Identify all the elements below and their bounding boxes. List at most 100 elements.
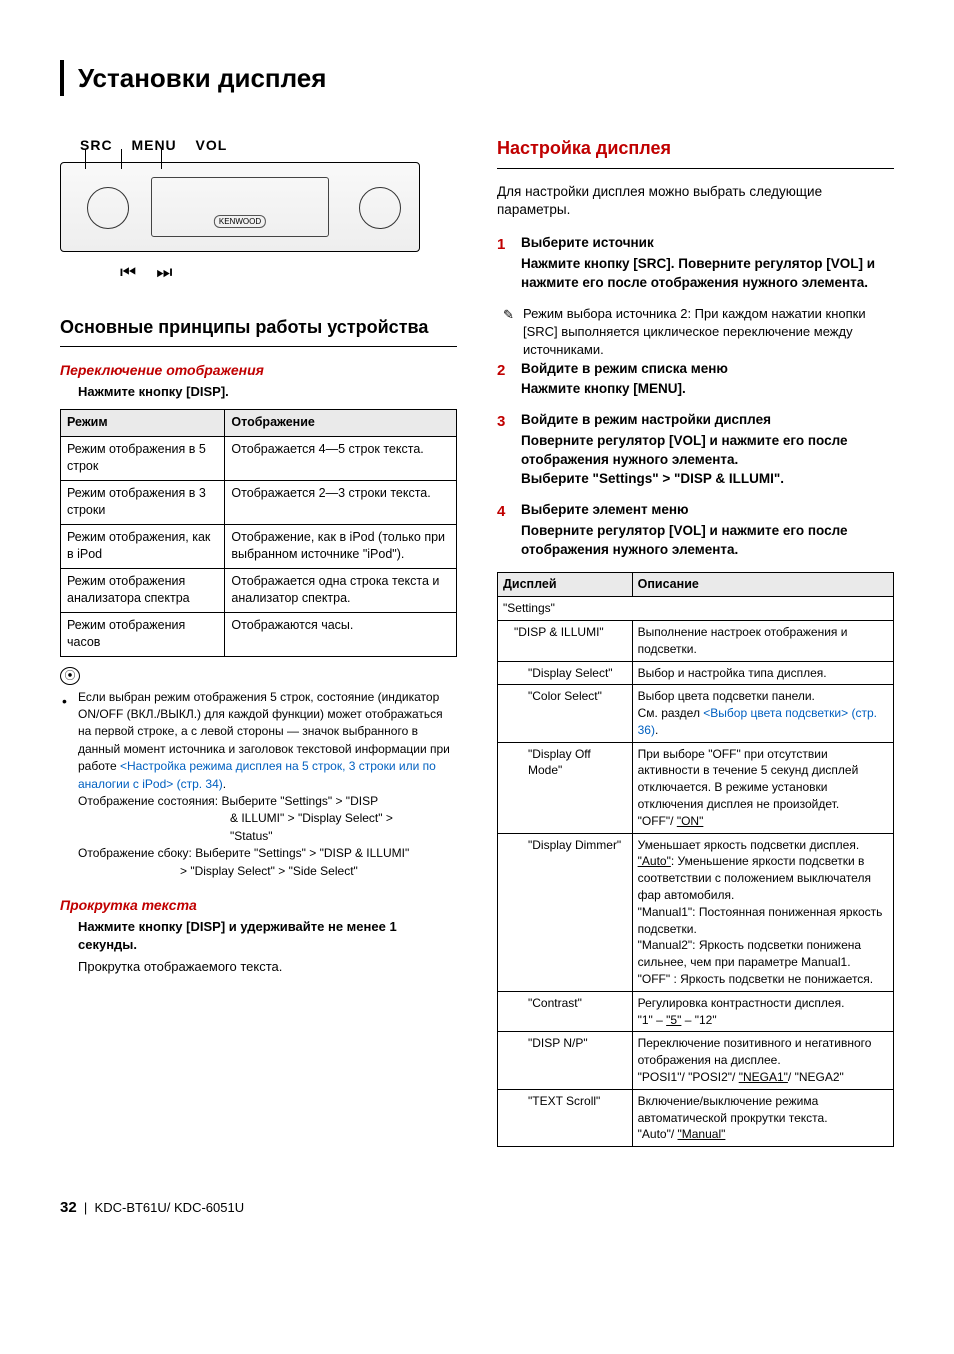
- settings-col2-header: Описание: [632, 572, 893, 597]
- settings-label-cell: "Display Off Mode": [498, 742, 633, 833]
- settings-desc-cell: Выбор цвета подсветки панели.См. раздел …: [632, 685, 893, 742]
- settings-label-cell: "Contrast": [498, 991, 633, 1032]
- table-row: "Display Dimmer"Уменьшает яркость подсве…: [498, 833, 894, 991]
- settings-desc-cell: Регулировка контрастности дисплея."1" – …: [632, 991, 893, 1032]
- scroll-description: Прокрутка отображаемого текста.: [60, 958, 457, 976]
- settings-label-cell: "Display Select": [498, 661, 633, 685]
- description-cell: Отображение, как в iPod (только при выбр…: [225, 524, 457, 568]
- table-row: "Color Select"Выбор цвета подсветки пане…: [498, 685, 894, 742]
- table-row: "Display Off Mode"При выборе "OFF" при о…: [498, 742, 894, 833]
- settings-label-cell: "TEXT Scroll": [498, 1089, 633, 1146]
- left-section-heading: Основные принципы работы устройства: [60, 315, 457, 347]
- control-labels: SRC MENU VOL: [60, 136, 457, 156]
- step-instruction: Нажмите кнопку [SRC]. Поверните регулято…: [521, 255, 894, 293]
- two-column-layout: SRC MENU VOL KENWOOD ⏮⏭ Основные принцип…: [60, 136, 894, 1147]
- table-row: Режим отображения в 5 строкОтображается …: [61, 436, 457, 480]
- knob-left-icon: [87, 187, 129, 229]
- settings-table: Дисплей Описание "Settings""DISP & ILLUM…: [497, 572, 894, 1148]
- step-instruction: Поверните регулятор [VOL] и нажмите его …: [521, 522, 894, 560]
- step-body: Выберите элемент меню Поверните регулятор…: [521, 501, 894, 560]
- description-cell: Отображаются часы.: [225, 612, 457, 656]
- modes-col2-header: Отображение: [225, 410, 457, 437]
- left-column: SRC MENU VOL KENWOOD ⏮⏭ Основные принцип…: [60, 136, 457, 1147]
- table-row: "TEXT Scroll"Включение/выключение режима…: [498, 1089, 894, 1146]
- bullet-dot-icon: •: [62, 691, 67, 711]
- mode-cell: Режим отображения в 3 строки: [61, 480, 225, 524]
- step-body: Войдите в режим настройки дисплея Поверни…: [521, 411, 894, 489]
- note-link: <Настройка режима дисплея на 5 строк, 3 …: [78, 759, 436, 790]
- device-diagram: KENWOOD: [60, 162, 420, 252]
- right-section-heading: Настройка дисплея: [497, 136, 894, 168]
- settings-label-cell: "Settings": [498, 597, 894, 621]
- mode-cell: Режим отображения анализатора спектра: [61, 568, 225, 612]
- settings-desc-cell: При выборе "OFF" при отсутствии активнос…: [632, 742, 893, 833]
- step-body: Выберите источник Нажмите кнопку [SRC]. П…: [521, 234, 894, 293]
- step: 3 Войдите в режим настройки дисплея Поверн…: [497, 411, 894, 489]
- step-title: Войдите в режим настройки дисплея: [521, 411, 894, 430]
- note-side-indent: > "Display Select" > "Side Select": [60, 863, 457, 880]
- page-footer: 32 | KDC-BT61U/ KDC-6051U: [60, 1197, 894, 1218]
- pen-icon: ✎: [503, 306, 514, 324]
- steps-container: 1 Выберите источник Нажмите кнопку [SRC]. …: [497, 234, 894, 559]
- description-cell: Отображается 4—5 строк текста.: [225, 436, 457, 480]
- table-row: Режим отображения в 3 строкиОтображается…: [61, 480, 457, 524]
- table-row: Режим отображения анализатора спектраОто…: [61, 568, 457, 612]
- scroll-instruction: Нажмите кнопку [DISP] и удерживайте не м…: [60, 918, 457, 954]
- table-row: "Display Select"Выбор и настройка типа д…: [498, 661, 894, 685]
- right-column: Настройка дисплея Для настройки дисплея …: [497, 136, 894, 1147]
- skip-prev-icon: ⏮: [120, 262, 156, 282]
- table-row: Режим отображения часовОтображаются часы…: [61, 612, 457, 656]
- step-number: 1: [497, 234, 511, 293]
- mode-cell: Режим отображения в 5 строк: [61, 436, 225, 480]
- settings-desc-cell: Переключение позитивного и негативного о…: [632, 1032, 893, 1089]
- table-row: "DISP & ILLUMI"Выполнение настроек отобр…: [498, 620, 894, 661]
- switch-display-subheading: Переключение отображения: [60, 361, 457, 381]
- disp-instruction: Нажмите кнопку [DISP].: [60, 383, 457, 401]
- settings-desc-cell: Выполнение настроек отображения и подсве…: [632, 620, 893, 661]
- scroll-subheading: Прокрутка текста: [60, 896, 457, 916]
- page-number: 32: [60, 1199, 77, 1216]
- step-number: 3: [497, 411, 511, 489]
- knob-right-icon: [359, 187, 401, 229]
- description-cell: Отображается 2—3 строки текста.: [225, 480, 457, 524]
- device-screen: KENWOOD: [151, 177, 329, 237]
- mode-cell: Режим отображения, как в iPod: [61, 524, 225, 568]
- mode-cell: Режим отображения часов: [61, 612, 225, 656]
- step-title: Выберите элемент меню: [521, 501, 894, 520]
- step-number: 2: [497, 360, 511, 400]
- settings-label-cell: "Color Select": [498, 685, 633, 742]
- settings-col1-header: Дисплей: [498, 572, 633, 597]
- note-status-line: Отображение состояния: Выберите "Setting…: [60, 793, 457, 810]
- table-row: Режим отображения, как в iPodОтображение…: [61, 524, 457, 568]
- step-instruction: Поверните регулятор [VOL] и нажмите его …: [521, 432, 894, 489]
- note-text: • Если выбран режим отображения 5 строк,…: [60, 689, 457, 793]
- note-period: .: [223, 777, 226, 791]
- skip-next-icon: ⏭: [156, 262, 192, 282]
- note-side-line: Отображение сбоку: Выберите "Settings" >…: [60, 845, 457, 862]
- step: 1 Выберите источник Нажмите кнопку [SRC]. …: [497, 234, 894, 293]
- step-subnote: ✎Режим выбора источника 2: При каждом на…: [497, 305, 894, 360]
- settings-desc-cell: Выбор и настройка типа дисплея.: [632, 661, 893, 685]
- note-status-indent2: "Status": [60, 828, 457, 845]
- modes-col1-header: Режим: [61, 410, 225, 437]
- right-intro: Для настройки дисплея можно выбрать след…: [497, 183, 894, 221]
- table-row: "DISP N/P"Переключение позитивного и нег…: [498, 1032, 894, 1089]
- description-cell: Отображается одна строка текста и анализ…: [225, 568, 457, 612]
- table-row: "Contrast"Регулировка контрастности дисп…: [498, 991, 894, 1032]
- page-title: Установки дисплея: [60, 60, 894, 96]
- settings-desc-cell: Включение/выключение режима автоматическ…: [632, 1089, 893, 1146]
- step: 4 Выберите элемент меню Поверните регулято…: [497, 501, 894, 560]
- step-title: Войдите в режим списка меню: [521, 360, 728, 379]
- table-row: "Settings": [498, 597, 894, 621]
- step: 2Войдите в режим списка менюНажмите кноп…: [497, 360, 894, 400]
- scroll-text-block: Прокрутка текста Нажмите кнопку [DISP] и…: [60, 896, 457, 976]
- skip-icons: ⏮⏭: [60, 260, 457, 285]
- settings-label-cell: "Display Dimmer": [498, 833, 633, 991]
- step-number: 4: [497, 501, 511, 560]
- note-icon: ⦿: [60, 667, 80, 685]
- note-status-indent1: & ILLUMI" > "Display Select" >: [60, 810, 457, 827]
- settings-label-cell: "DISP & ILLUMI": [498, 620, 633, 661]
- footer-models: KDC-BT61U/ KDC-6051U: [95, 1200, 245, 1215]
- step-body: Войдите в режим списка менюНажмите кнопк…: [521, 360, 728, 400]
- step-title: Выберите источник: [521, 234, 894, 253]
